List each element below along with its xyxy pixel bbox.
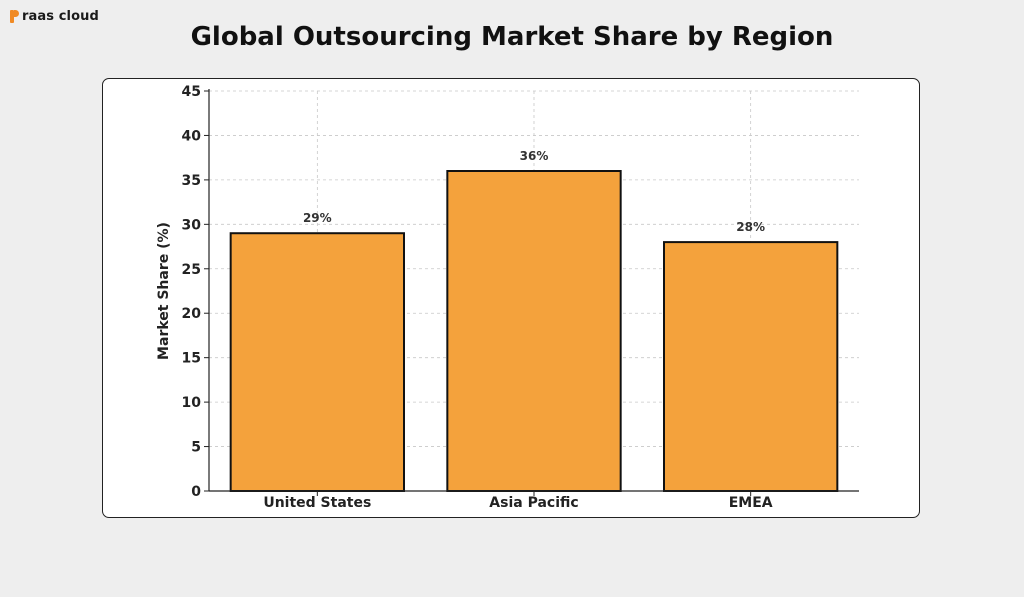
brand-logo: raas cloud — [10, 9, 99, 24]
data-label: 29% — [303, 211, 332, 225]
x-tick-label: United States — [263, 495, 371, 511]
brand-name: raas cloud — [22, 9, 99, 24]
bar-layer: 29% 36% 28% — [229, 149, 839, 492]
y-tick-label: 5 — [191, 440, 201, 456]
y-tick-label: 0 — [191, 484, 201, 500]
bar — [446, 170, 622, 492]
y-tick-label: 30 — [182, 217, 202, 233]
y-axis-label: Market Share (%) — [156, 222, 172, 360]
chart-card: 29% 36% 28% 0 5 10 15 20 25 30 35 40 45 United State… — [102, 78, 920, 518]
y-tick-label: 35 — [182, 173, 201, 189]
y-tick-label: 10 — [182, 395, 202, 411]
x-tick-label: Asia Pacific — [489, 495, 578, 511]
axis-layer: 0 5 10 15 20 25 30 35 40 45 United States Asia Paci… — [182, 84, 859, 511]
y-tick-label: 20 — [182, 306, 202, 322]
data-label: 36% — [520, 149, 549, 163]
x-tick-label: EMEA — [729, 495, 773, 511]
bar-chart: 29% 36% 28% 0 5 10 15 20 25 30 35 40 45 United State… — [156, 84, 859, 511]
chart-title: Global Outsourcing Market Share by Regio… — [190, 22, 834, 52]
bar — [663, 241, 839, 492]
brand-mark-icon — [10, 10, 19, 23]
bar — [229, 232, 405, 492]
y-tick-label: 40 — [182, 128, 202, 144]
data-label: 28% — [736, 220, 765, 234]
y-tick-label: 45 — [182, 84, 201, 100]
y-tick-label: 15 — [182, 351, 201, 367]
y-tick-label: 25 — [182, 262, 201, 278]
